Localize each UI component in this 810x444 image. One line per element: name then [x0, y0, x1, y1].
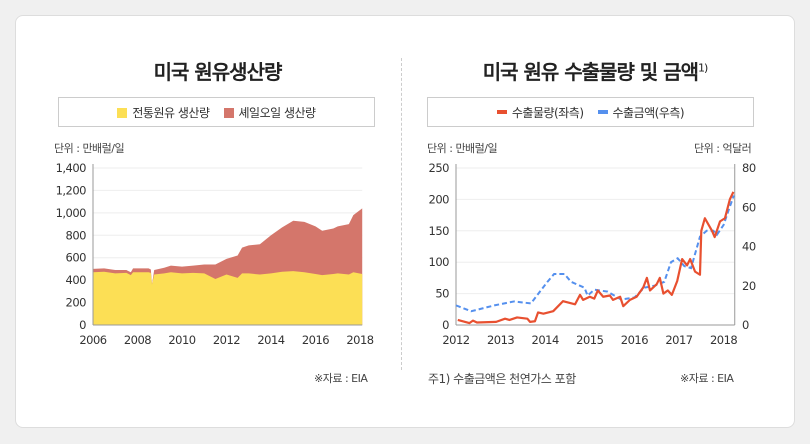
legend-label: 수출금액(우측): [612, 105, 685, 120]
y-left-tick-label: 250: [429, 161, 450, 175]
legend-value: 수출금액(우측): [597, 104, 685, 121]
right-legend: 수출물량(좌측) 수출금액(우측): [427, 97, 754, 127]
x-tick-label: 2006: [79, 333, 106, 347]
y-tick-label: 0: [79, 318, 86, 332]
y-tick-label: 800: [66, 228, 87, 242]
right-title-text: 미국 원유 수출물량 및 금액: [482, 60, 699, 84]
area-conventional: [93, 271, 363, 325]
left-chart-title: 미국 원유생산량: [153, 60, 283, 84]
x-tick-label: 2008: [124, 333, 151, 347]
y-left-tick-label: 150: [429, 224, 450, 238]
x-tick-label: 2016: [302, 333, 329, 347]
x-tick-label: 2014: [532, 333, 559, 347]
series-line-export-volume: [457, 191, 735, 325]
y-tick-label: 400: [66, 273, 87, 287]
right-source: ※자료 : EIA: [680, 372, 734, 385]
y-tick-label: 600: [66, 251, 87, 265]
y-right-tick-label: 0: [742, 318, 749, 332]
y-right-tick-label: 80: [742, 161, 756, 175]
right-note: 주1) 수출금액은 천연가스 포함: [428, 372, 576, 386]
y-right-tick-label: 20: [742, 279, 756, 293]
x-tick-label: 2010: [168, 333, 195, 347]
y-left-tick-label: 100: [429, 255, 450, 269]
left-unit-label: 단위 : 만배럴/일: [54, 142, 125, 155]
legend-label: 셰일오일 생산량: [238, 105, 317, 120]
x-tick-label: 2012: [442, 333, 469, 347]
y-left-tick-label: 0: [442, 318, 449, 332]
y-tick-label: 1,000: [56, 206, 87, 220]
y-right-tick-label: 60: [742, 200, 756, 214]
x-tick-label: 2018: [346, 333, 373, 347]
left-source: ※자료 : EIA: [314, 372, 368, 385]
legend-swatch-yellow: [117, 107, 128, 118]
x-tick-label: 2015: [576, 333, 603, 347]
x-tick-label: 2014: [257, 333, 284, 347]
x-tick-label: 2013: [487, 333, 514, 347]
legend-conventional: 전통원유 생산량: [117, 104, 210, 121]
infographic-card: [15, 15, 795, 428]
legend-label: 수출물량(좌측): [511, 105, 584, 120]
x-tick-label: 2017: [665, 333, 692, 347]
legend-line-orange: [496, 109, 507, 114]
right-right-unit-label: 단위 : 억달러: [694, 142, 752, 155]
right-chart-title: 미국 원유 수출물량 및 금액1): [430, 56, 760, 85]
legend-label: 전통원유 생산량: [132, 105, 210, 120]
y-tick-label: 200: [66, 296, 87, 310]
left-legend: 전통원유 생산량 셰일오일 생산량: [58, 97, 375, 127]
legend-line-blue: [597, 109, 608, 114]
x-tick-label: 2018: [710, 333, 737, 347]
y-left-tick-label: 200: [429, 192, 450, 206]
legend-swatch-red: [223, 107, 234, 118]
y-tick-label: 1,400: [56, 161, 87, 175]
divider: [401, 58, 402, 370]
legend-volume: 수출물량(좌측): [496, 104, 584, 121]
right-left-unit-label: 단위 : 만배럴/일: [427, 142, 498, 155]
x-tick-label: 2012: [213, 333, 240, 347]
y-tick-label: 1,200: [56, 183, 87, 197]
x-tick-label: 2016: [621, 333, 648, 347]
y-right-tick-label: 40: [742, 240, 756, 254]
footnote-marker: 1): [697, 61, 708, 75]
legend-shale: 셰일오일 생산량: [223, 104, 317, 121]
y-left-tick-label: 50: [435, 287, 449, 301]
